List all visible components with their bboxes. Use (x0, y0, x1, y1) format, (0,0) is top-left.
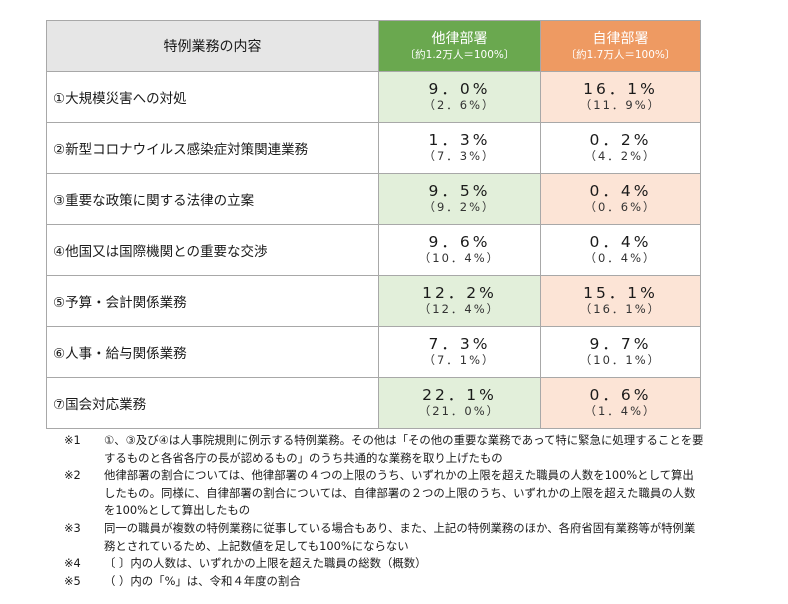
self-prev-value: （11．9%） (579, 98, 662, 113)
footnote: ※4 〔 〕内の人数は、いずれかの上限を超えた職員の総数（概数） (64, 555, 704, 573)
self-value-cell: 9．7% （10．1%） (540, 326, 701, 378)
self-value-cell: 0．6% （1．4%） (540, 377, 701, 429)
other-value-cell: 7．3% （7．1%） (378, 326, 541, 378)
other-value-cell: 22．1% （21．0%） (378, 377, 541, 429)
table-row: ①大規模災害への対処 9．0% （2．6%） 16．1% （11．9%） (46, 71, 701, 123)
other-value-cell: 9．5% （9．2%） (378, 173, 541, 225)
self-value: 0．6% (589, 386, 652, 405)
other-prev-value: （7．3%） (423, 149, 496, 164)
footnote-text: 同一の職員が複数の特例業務に従事している場合もあり、また、上記の特例業務のほか、… (104, 520, 696, 553)
footnote: ※5 （ ）内の「%」は、令和４年度の割合 (64, 573, 704, 591)
other-value-cell: 1．3% （7．3%） (378, 122, 541, 174)
other-prev-value: （7．1%） (423, 353, 496, 368)
footnote-text: 〔 〕内の人数は、いずれかの上限を超えた職員の総数（概数） (104, 556, 427, 571)
row-label: ⑦国会対応業務 (46, 377, 379, 429)
table-row: ④他国又は国際機関との重要な交渉 9．6% （10．4%） 0．4% （0．4%） (46, 224, 701, 276)
self-value-cell: 15．1% （16．1%） (540, 275, 701, 327)
other-prev-value: （2．6%） (423, 98, 496, 113)
other-prev-value: （9．2%） (423, 200, 496, 215)
table-row: ②新型コロナウイルス感染症対策関連業務 1．3% （7．3%） 0．2% （4．2%… (46, 122, 701, 174)
header-self-sub: 〔約1.7万人＝100%〕 (565, 49, 676, 61)
footnote-mark: ※5 (64, 573, 81, 588)
self-prev-value: （0．6%） (584, 200, 657, 215)
footnote-mark: ※2 (64, 468, 81, 483)
footnote-mark: ※3 (64, 520, 81, 535)
other-value: 22．1% (422, 386, 497, 405)
self-value: 9．7% (589, 335, 652, 354)
footnote: ※1 ①、③及び④は人事院規則に例示する特例業務。その他は「その他の重要な業務で… (64, 432, 704, 467)
other-value: 9．5% (428, 182, 491, 201)
other-value-cell: 12．2% （12．4%） (378, 275, 541, 327)
row-label: ⑥人事・給与関係業務 (46, 326, 379, 378)
self-value: 0．2% (589, 131, 652, 150)
row-label: ②新型コロナウイルス感染症対策関連業務 (46, 122, 379, 174)
other-value: 9．6% (428, 233, 491, 252)
footnote-text: ①、③及び④は人事院規則に例示する特例業務。その他は「その他の重要な業務であって… (104, 433, 704, 465)
self-prev-value: （16．1%） (579, 302, 662, 317)
self-value-cell: 0．2% （4．2%） (540, 122, 701, 174)
other-value-cell: 9．6% （10．4%） (378, 224, 541, 276)
header-self-dept: 自律部署 〔約1.7万人＝100%〕 (540, 20, 701, 72)
footnote-text: 他律部署の割合については、他律部署の４つの上限のうち、いずれかの上限を超えた職員… (104, 468, 696, 518)
self-value: 15．1% (583, 284, 658, 303)
row-label: ③重要な政策に関する法律の立案 (46, 173, 379, 225)
table-row: ⑦国会対応業務 22．1% （21．0%） 0．6% （1．4%） (46, 377, 701, 429)
header-content: 特例業務の内容 (46, 20, 379, 72)
other-value: 7．3% (428, 335, 491, 354)
other-value: 9．0% (428, 80, 491, 99)
footnote: ※3 同一の職員が複数の特例業務に従事している場合もあり、また、上記の特例業務の… (64, 520, 704, 555)
table-row: ③重要な政策に関する法律の立案 9．5% （9．2%） 0．4% （0．6%） (46, 173, 701, 225)
header-self-title: 自律部署 (592, 31, 649, 47)
header-other-dept: 他律部署 〔約1.2万人＝100%〕 (378, 20, 541, 72)
header-other-title: 他律部署 (431, 31, 488, 47)
self-value: 0．4% (589, 233, 652, 252)
self-prev-value: （10．1%） (579, 353, 662, 368)
footnotes: ※1 ①、③及び④は人事院規則に例示する特例業務。その他は「その他の重要な業務で… (64, 432, 704, 590)
self-prev-value: （1．4%） (584, 404, 657, 419)
row-label: ⑤予算・会計関係業務 (46, 275, 379, 327)
row-label: ④他国又は国際機関との重要な交渉 (46, 224, 379, 276)
header-other-sub: 〔約1.2万人＝100%〕 (404, 49, 515, 61)
self-value: 0．4% (589, 182, 652, 201)
footnote-mark: ※1 (64, 433, 81, 447)
other-value: 1．3% (428, 131, 491, 150)
footnote-mark: ※4 (64, 556, 81, 571)
other-value-cell: 9．0% （2．6%） (378, 71, 541, 123)
other-prev-value: （12．4%） (418, 302, 501, 317)
other-prev-value: （10．4%） (418, 251, 501, 266)
special-duties-table: 特例業務の内容 他律部署 〔約1.2万人＝100%〕 自律部署 〔約1.7万人＝… (46, 20, 701, 429)
table-row: ⑤予算・会計関係業務 12．2% （12．4%） 15．1% （16．1%） (46, 275, 701, 327)
self-value: 16．1% (583, 80, 658, 99)
self-value-cell: 0．4% （0．4%） (540, 224, 701, 276)
self-value-cell: 16．1% （11．9%） (540, 71, 701, 123)
self-prev-value: （0．4%） (584, 251, 657, 266)
other-value: 12．2% (422, 284, 497, 303)
table-row: ⑥人事・給与関係業務 7．3% （7．1%） 9．7% （10．1%） (46, 326, 701, 378)
self-value-cell: 0．4% （0．6%） (540, 173, 701, 225)
footnote-text: （ ）内の「%」は、令和４年度の割合 (104, 573, 301, 588)
self-prev-value: （4．2%） (584, 149, 657, 164)
row-label: ①大規模災害への対処 (46, 71, 379, 123)
footnote: ※2 他律部署の割合については、他律部署の４つの上限のうち、いずれかの上限を超え… (64, 467, 704, 520)
other-prev-value: （21．0%） (418, 404, 501, 419)
